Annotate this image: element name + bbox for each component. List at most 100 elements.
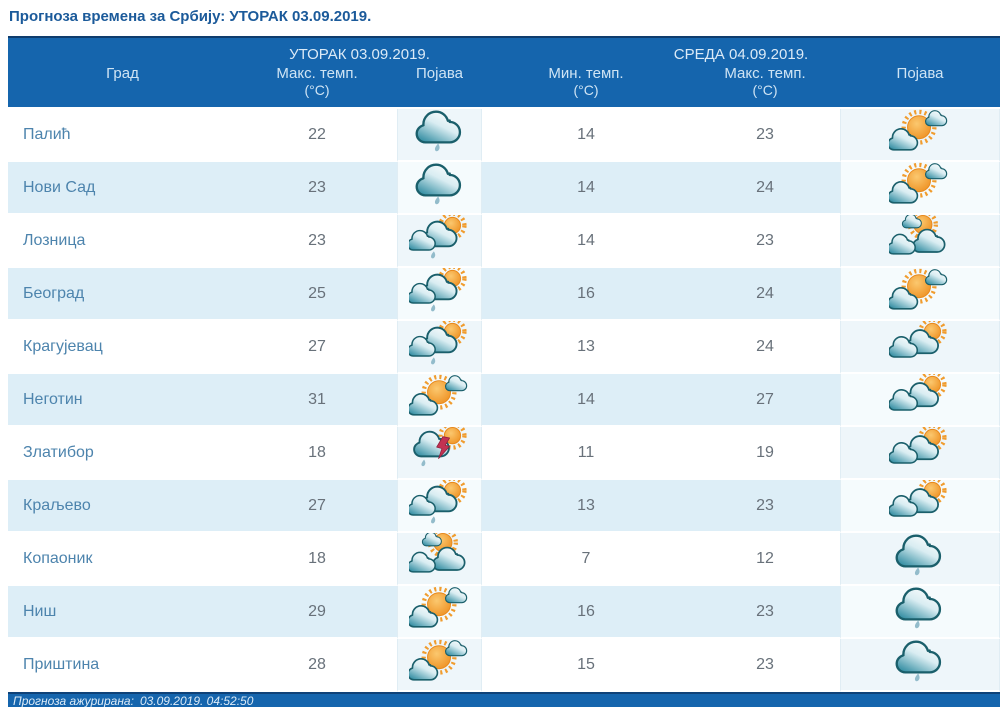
city-name: Крагујевац	[8, 321, 237, 374]
sun-with-clouds-icon	[889, 109, 951, 155]
city-name: Неготин	[8, 374, 237, 427]
table-row: Крагујевац 27 13 24	[8, 321, 1000, 374]
weather-forecast-table: УТОРАК 03.09.2019. СРЕДА 04.09.2019. Гра…	[8, 36, 1000, 692]
table-row: Нови Сад 23 14 24	[8, 162, 1000, 215]
clouds-with-sun-icon	[889, 321, 951, 367]
wednesday-max-temp-value: 27	[690, 374, 840, 427]
wednesday-phenomenon-cell	[840, 215, 1000, 268]
tuesday-phenomenon-cell	[397, 162, 482, 215]
wednesday-phenomenon-cell	[840, 427, 1000, 480]
wednesday-max-temp-value: 23	[690, 480, 840, 533]
tuesday-phenomenon-cell	[397, 480, 482, 533]
table-row: Лозница 23 14 23	[8, 215, 1000, 268]
wednesday-max-temp-value: 23	[690, 109, 840, 162]
city-name: Краљево	[8, 480, 237, 533]
tuesday-max-temp-value: 31	[237, 374, 397, 427]
tuesday-phenomenon-header: Појава	[397, 63, 482, 109]
wednesday-max-temp-header: Макс. темп. (°C)	[690, 63, 840, 109]
city-column-header: Град	[8, 63, 237, 109]
cloud-light-rain-icon	[409, 109, 471, 155]
city-name: Копаоник	[8, 533, 237, 586]
wednesday-max-temp-value: 12	[690, 533, 840, 586]
table-body: Палић 22 14 23 Нови Сад 23 14 24 Лозница…	[8, 109, 1000, 692]
wednesday-max-temp-value: 19	[690, 427, 840, 480]
wednesday-phenomenon-cell	[840, 109, 1000, 162]
tuesday-max-temp-value: 18	[237, 427, 397, 480]
city-name: Златибор	[8, 427, 237, 480]
tuesday-group-header: УТОРАК 03.09.2019.	[237, 36, 482, 63]
tuesday-max-temp-value: 23	[237, 162, 397, 215]
wednesday-group-header: СРЕДА 04.09.2019.	[482, 36, 1000, 63]
tuesday-max-temp-value: 27	[237, 480, 397, 533]
sun-with-clouds-icon	[408, 639, 471, 685]
cloud-light-rain-icon	[409, 162, 471, 208]
table-header: УТОРАК 03.09.2019. СРЕДА 04.09.2019. Гра…	[8, 36, 1000, 109]
clouds-sun-light-rain-icon	[408, 321, 471, 367]
cloud-light-rain-icon	[889, 533, 951, 579]
tuesday-max-temp-value: 27	[237, 321, 397, 374]
tuesday-max-temp-header: Макс. темп. (°C)	[237, 63, 397, 109]
tuesday-max-temp-value: 18	[237, 533, 397, 586]
tuesday-phenomenon-cell	[397, 374, 482, 427]
wednesday-phenomenon-header: Појава	[840, 63, 1000, 109]
wednesday-phenomenon-cell	[840, 162, 1000, 215]
tuesday-phenomenon-cell	[397, 639, 482, 692]
table-row: Палић 22 14 23	[8, 109, 1000, 162]
city-name: Београд	[8, 268, 237, 321]
tuesday-phenomenon-cell	[397, 215, 482, 268]
wednesday-min-temp-value: 11	[482, 427, 690, 480]
table-row: Београд 25 16 24	[8, 268, 1000, 321]
wednesday-phenomenon-cell	[840, 586, 1000, 639]
table-row: Ниш 29 16 23	[8, 586, 1000, 639]
table-row: Приштина 28 15 23	[8, 639, 1000, 692]
table-row: Златибор 18 11 19	[8, 427, 1000, 480]
clouds-with-sun-icon	[889, 480, 951, 526]
tuesday-max-temp-value: 28	[237, 639, 397, 692]
wednesday-min-temp-value: 16	[482, 268, 690, 321]
forecast-updated-bar: Прогноза ажурирана: 03.09.2019. 04:52:50	[8, 692, 1000, 707]
wednesday-phenomenon-cell	[840, 374, 1000, 427]
wednesday-min-temp-value: 13	[482, 480, 690, 533]
sun-with-clouds-icon	[408, 374, 471, 420]
tuesday-max-temp-value: 29	[237, 586, 397, 639]
wednesday-min-temp-header: Мин. темп. (°C)	[482, 63, 690, 109]
clouds-with-sun-icon	[889, 374, 951, 420]
wednesday-min-temp-value: 14	[482, 109, 690, 162]
clouds-sun-peek-icon	[408, 533, 471, 579]
page-title: Прогноза времена за Србију: УТОРАК 03.09…	[9, 8, 372, 25]
city-name: Палић	[8, 109, 237, 162]
wednesday-max-temp-value: 23	[690, 639, 840, 692]
tuesday-max-temp-value: 25	[237, 268, 397, 321]
sun-with-clouds-icon	[408, 586, 471, 632]
sun-with-clouds-icon	[889, 162, 951, 208]
clouds-sun-light-rain-icon	[408, 215, 471, 261]
wednesday-min-temp-value: 14	[482, 215, 690, 268]
tuesday-phenomenon-cell	[397, 533, 482, 586]
tuesday-phenomenon-cell	[397, 268, 482, 321]
city-name: Приштина	[8, 639, 237, 692]
tuesday-phenomenon-cell	[397, 321, 482, 374]
table-row: Копаоник 18 7 12	[8, 533, 1000, 586]
tuesday-max-temp-value: 22	[237, 109, 397, 162]
wednesday-max-temp-value: 24	[690, 268, 840, 321]
clouds-sun-peek-icon	[889, 215, 951, 261]
clouds-with-sun-icon	[889, 427, 951, 473]
wednesday-min-temp-value: 14	[482, 162, 690, 215]
wednesday-phenomenon-cell	[840, 480, 1000, 533]
thunderstorm-with-sun-icon	[409, 427, 471, 473]
wednesday-phenomenon-cell	[840, 321, 1000, 374]
clouds-sun-light-rain-icon	[408, 268, 471, 314]
table-row: Неготин 31 14 27	[8, 374, 1000, 427]
wednesday-min-temp-value: 14	[482, 374, 690, 427]
tuesday-phenomenon-cell	[397, 586, 482, 639]
wednesday-min-temp-value: 15	[482, 639, 690, 692]
tuesday-phenomenon-cell	[397, 109, 482, 162]
wednesday-max-temp-value: 23	[690, 586, 840, 639]
city-name: Лозница	[8, 215, 237, 268]
wednesday-phenomenon-cell	[840, 533, 1000, 586]
cloud-light-rain-icon	[889, 586, 951, 632]
tuesday-max-temp-value: 23	[237, 215, 397, 268]
city-name: Ниш	[8, 586, 237, 639]
wednesday-phenomenon-cell	[840, 268, 1000, 321]
wednesday-max-temp-value: 24	[690, 162, 840, 215]
